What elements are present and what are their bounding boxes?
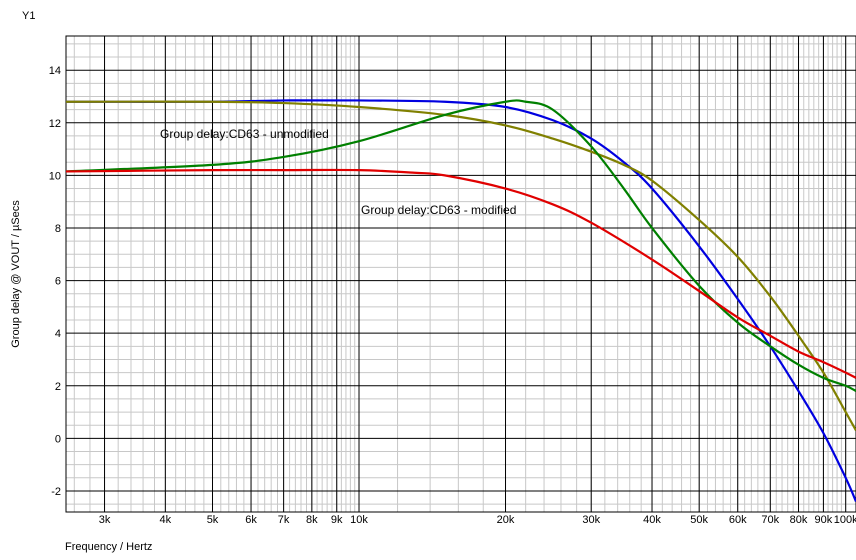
y-tick-label: 2	[55, 381, 61, 393]
x-tick-label: 5k	[207, 514, 219, 526]
x-axis-label: Frequency / Hertz	[65, 541, 152, 553]
annotation-unmodified: Group delay:CD63 - unmodified	[160, 127, 329, 141]
y-axis-name: Y1	[22, 10, 35, 22]
x-tick-label: 7k	[278, 514, 290, 526]
x-tick-label: 50k	[690, 514, 708, 526]
y-axis-label: Group delay @ VOUT / µSecs	[10, 200, 22, 348]
major-gridlines	[66, 36, 856, 512]
y-tick-label: 0	[55, 433, 61, 445]
x-tick-label: 8k	[306, 514, 318, 526]
x-tick-label: 70k	[761, 514, 779, 526]
x-tick-label: 4k	[160, 514, 172, 526]
x-tick-label: 30k	[582, 514, 600, 526]
y-tick-labels: -2 0 2 4 6 8 10 12 14	[49, 65, 61, 498]
x-tick-label: 20k	[497, 514, 515, 526]
series-layer	[65, 99, 856, 502]
x-tick-label: 40k	[643, 514, 661, 526]
x-tick-label: 9k	[331, 514, 343, 526]
y-tick-label: -2	[51, 486, 61, 498]
y-tick-label: 6	[55, 276, 61, 288]
plot-area-border	[65, 35, 856, 513]
series-line-0	[65, 99, 856, 502]
x-tick-label: 10k	[350, 514, 368, 526]
x-tick-label: 6k	[245, 514, 257, 526]
annotation-modified: Group delay:CD63 - modified	[361, 203, 516, 217]
x-tick-label: 60k	[729, 514, 747, 526]
x-tick-label: 3k	[99, 514, 111, 526]
x-tick-label: 100k	[834, 514, 856, 526]
y-tick-label: 4	[55, 328, 61, 340]
series-line-2	[65, 99, 856, 393]
x-tick-label: 90k	[815, 514, 833, 526]
x-tick-labels: 3k 4k 5k 6k 7k 8k 9k 10k 20k 30k 40k 50k 60k 70k 80k 90…	[99, 514, 856, 526]
y-tick-label: 14	[49, 65, 61, 77]
y-tick-label: 12	[49, 118, 61, 130]
x-tick-label: 80k	[790, 514, 808, 526]
series-line-3	[65, 168, 856, 379]
y-tick-label: 8	[55, 223, 61, 235]
series-line-1	[65, 100, 856, 432]
y-tick-label: 10	[49, 170, 61, 182]
